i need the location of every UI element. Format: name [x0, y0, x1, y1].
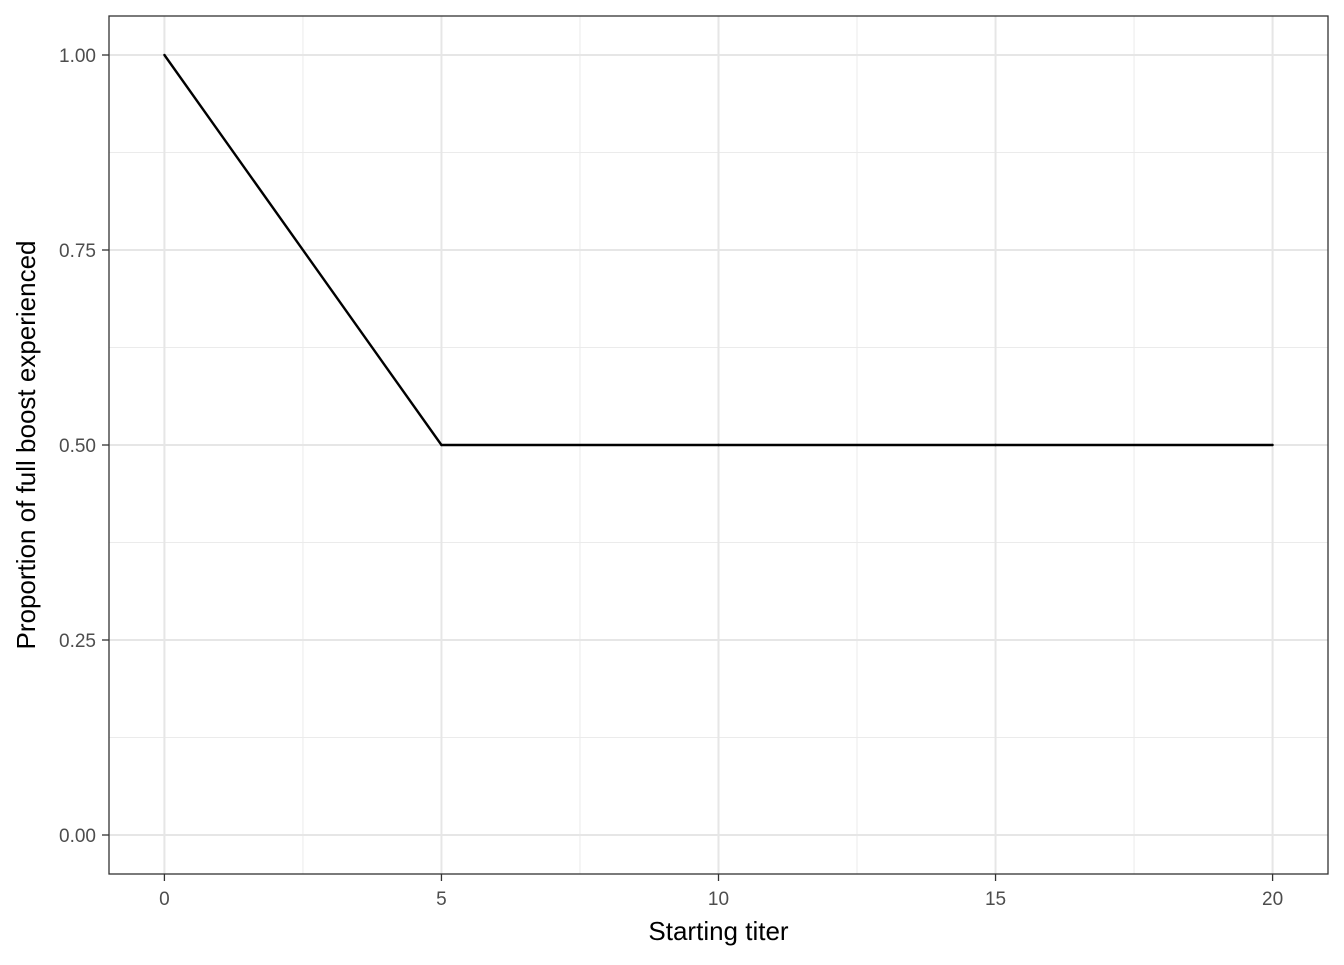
y-tick-label: 1.00: [59, 46, 96, 67]
series-layer: [163, 53, 1274, 447]
data-point: [440, 443, 443, 447]
data-point: [717, 443, 720, 447]
data-point: [994, 443, 997, 447]
x-tick-label: 10: [708, 889, 729, 910]
x-tick-label: 20: [1262, 889, 1283, 910]
y-tick-label: 0.00: [59, 826, 96, 847]
data-point: [163, 53, 166, 57]
y-tick-label: 0.75: [59, 241, 96, 262]
x-axis-ticks: 0 5 10 15 20: [159, 874, 1283, 910]
y-axis-ticks: 0.00 0.25 0.50 0.75 1.00: [59, 46, 109, 847]
y-axis-title: Proportion of full boost experienced: [11, 240, 41, 649]
data-point: [1271, 443, 1274, 447]
y-tick-label: 0.25: [59, 631, 96, 652]
x-axis-title: Starting titer: [648, 916, 789, 946]
x-tick-label: 0: [159, 889, 170, 910]
x-tick-label: 15: [985, 889, 1006, 910]
y-tick-label: 0.50: [59, 436, 96, 457]
x-tick-label: 5: [436, 889, 447, 910]
